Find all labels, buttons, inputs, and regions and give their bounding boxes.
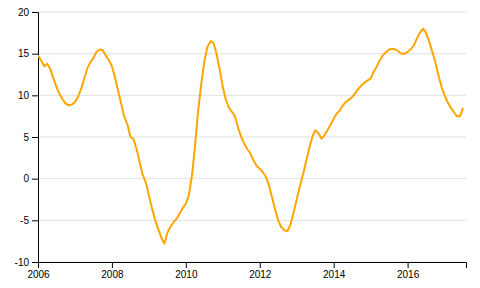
x-axis-tick: 2006 xyxy=(27,262,50,280)
chart: 2006 2008 2010 2012 2014 2016 -10 -5 0 5 10 15 20 xyxy=(0,0,480,288)
x-axis-tick-mark xyxy=(334,262,335,268)
x-axis-tick: 2016 xyxy=(397,262,420,280)
y-axis-tick: 0 xyxy=(23,173,38,184)
x-axis-tick-label: 2008 xyxy=(101,269,124,280)
x-axis-tick: 2008 xyxy=(101,262,124,280)
grid-line xyxy=(38,178,466,179)
y-axis-tick-label: 0 xyxy=(23,173,29,184)
grid-line xyxy=(38,12,466,13)
y-axis-tick-mark xyxy=(32,262,38,263)
x-axis-tick: 2012 xyxy=(249,262,272,280)
grid-line xyxy=(38,220,466,221)
x-axis-tick: 2014 xyxy=(323,262,346,280)
y-axis-tick-label: 5 xyxy=(23,132,29,143)
x-axis-tick-mark xyxy=(408,262,409,268)
x-axis-tick-label: 2016 xyxy=(397,269,420,280)
chart-container: 2006 2008 2010 2012 2014 2016 -10 -5 0 5 10 15 20 xyxy=(0,0,480,288)
grid xyxy=(38,12,466,262)
y-axis-tick-label: 10 xyxy=(18,90,30,101)
x-axis-tick: 2010 xyxy=(175,262,198,280)
x-axis-tick-label: 2006 xyxy=(27,269,50,280)
y-axis-tick-mark xyxy=(32,137,38,138)
x-axis-tick-label: 2014 xyxy=(323,269,346,280)
line xyxy=(38,29,463,244)
y-axis-tick: -5 xyxy=(20,215,38,226)
x-axis-tick-label: 2012 xyxy=(249,269,272,280)
y-axis-tick: 10 xyxy=(18,90,38,101)
marks xyxy=(38,29,463,244)
y-axis-tick-label: -5 xyxy=(20,215,29,226)
y-axis-tick-label: 20 xyxy=(18,7,30,18)
y-axis: -10 -5 0 5 10 15 20 xyxy=(15,7,39,268)
y-axis-tick-mark xyxy=(32,95,38,96)
x-axis-tick-label: 2010 xyxy=(175,269,198,280)
y-axis-tick: 15 xyxy=(18,48,38,59)
y-axis-tick: 5 xyxy=(23,132,38,143)
plot-area: 2006 2008 2010 2012 2014 2016 -10 -5 0 5 10 15 20 xyxy=(15,7,467,280)
x-axis-tick-mark xyxy=(186,262,187,268)
y-axis-tick-mark xyxy=(32,54,38,55)
y-axis-tick: -10 xyxy=(15,257,38,268)
y-axis-tick: 20 xyxy=(18,7,38,18)
x-axis-tick-mark xyxy=(260,262,261,268)
x-axis-line xyxy=(39,263,467,269)
y-axis-tick-label: 15 xyxy=(18,48,30,59)
y-axis-tick-label: -10 xyxy=(15,257,30,268)
x-axis-tick-mark xyxy=(112,262,113,268)
grid-line xyxy=(38,95,466,96)
x-axis: 2006 2008 2010 2012 2014 2016 xyxy=(27,262,466,280)
y-axis-tick-mark xyxy=(32,179,38,180)
y-axis-tick-mark xyxy=(32,12,38,13)
y-axis-tick-mark xyxy=(32,220,38,221)
y-axis-line xyxy=(32,13,39,263)
grid-line xyxy=(38,137,466,138)
